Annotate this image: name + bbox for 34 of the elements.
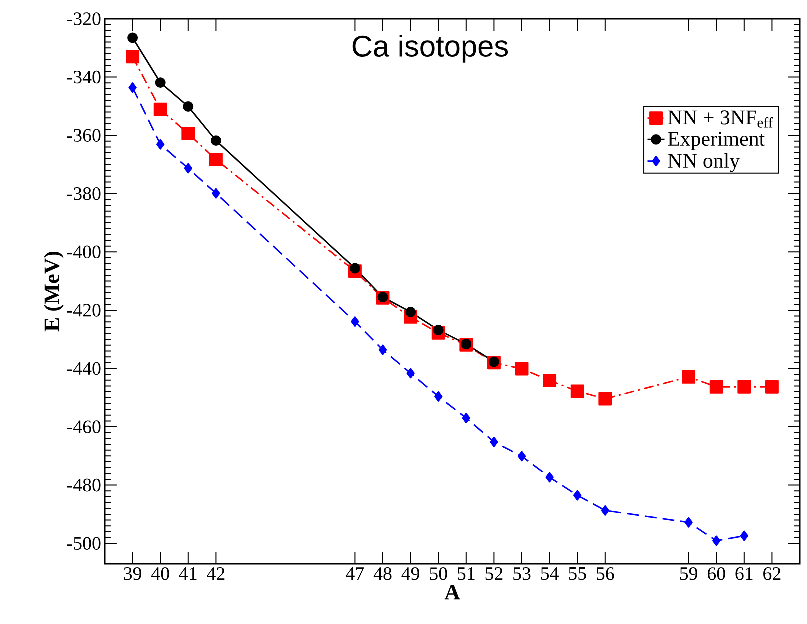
y-tick-label: -480 bbox=[67, 478, 101, 492]
x-tick-label: 41 bbox=[179, 568, 197, 580]
y-tick-label: -380 bbox=[67, 187, 101, 200]
y-tick-label: -320 bbox=[67, 12, 101, 26]
x-tick-label: 50 bbox=[430, 568, 448, 580]
legend-label: NN + 3NF$_{eff}$ bbox=[668, 110, 774, 128]
x-tick-label: 42 bbox=[207, 568, 225, 580]
x-tick-label: 62 bbox=[764, 568, 781, 580]
y-tick-label: -400 bbox=[67, 246, 101, 259]
x-tick-label: 47 bbox=[346, 568, 364, 580]
y-tick-label: -420 bbox=[67, 304, 101, 317]
x-tick-label: 48 bbox=[374, 568, 392, 580]
x-tick-label: 56 bbox=[597, 568, 614, 580]
x-tick-label: 51 bbox=[458, 568, 475, 580]
x-tick-label: 60 bbox=[708, 568, 726, 580]
y-tick-label: -500 bbox=[67, 537, 101, 550]
legend-label: NN only bbox=[668, 153, 740, 172]
x-tick-label: 53 bbox=[514, 568, 531, 580]
x-tick-label: 59 bbox=[680, 568, 698, 580]
y-tick-label: -460 bbox=[67, 420, 101, 434]
x-tick-label: 40 bbox=[152, 568, 170, 580]
y-tick-label: -440 bbox=[67, 362, 101, 376]
x-tick-label: 54 bbox=[541, 568, 559, 580]
x-tick-label: 55 bbox=[569, 568, 586, 580]
x-tick-label: 49 bbox=[402, 568, 420, 580]
text: Ca isotopes bbox=[352, 35, 508, 63]
x-tick-label: 52 bbox=[486, 568, 503, 580]
x-tick-label: 39 bbox=[124, 568, 142, 580]
y-tick-label: -340 bbox=[67, 70, 101, 84]
legend-label: Experiment bbox=[668, 132, 765, 150]
y-tick-label: -360 bbox=[67, 129, 101, 142]
y-axis-title: E (MeV) bbox=[44, 252, 64, 332]
x-tick-label: 61 bbox=[736, 568, 753, 580]
x-axis-title: A bbox=[444, 585, 460, 600]
